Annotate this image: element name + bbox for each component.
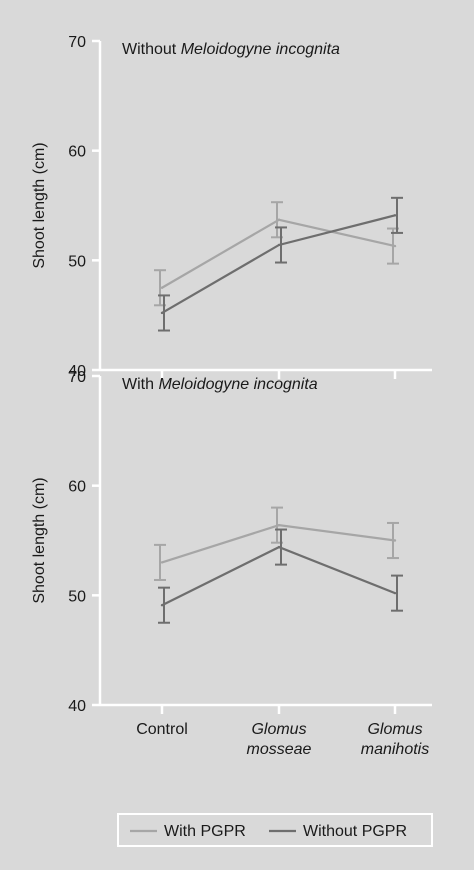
y-tick-label: 60 xyxy=(68,144,86,161)
data-point xyxy=(277,545,281,549)
x-tick-labels: Control Glomus mosseae Glomus manihotis xyxy=(136,721,429,758)
panel-label-prefix: With xyxy=(122,376,158,393)
x-tick-label: Glomus mosseae xyxy=(247,721,312,758)
series-line xyxy=(161,524,396,564)
series-line xyxy=(161,214,396,314)
data-point xyxy=(277,243,281,247)
x-tick-label-line: Glomus xyxy=(367,721,422,738)
panel-label: Without Meloidogyne incognita xyxy=(122,41,340,58)
x-tick-label-line: manihotis xyxy=(361,741,429,758)
x-tick-label-line: Glomus xyxy=(251,721,306,738)
y-tick-label: 50 xyxy=(68,253,86,270)
data-point xyxy=(277,523,281,527)
x-tick-label-line: Control xyxy=(136,721,188,738)
panel-with-nematode: 40 50 60 70 Shoot length (cm) With Meloidogyn… xyxy=(31,369,432,715)
series-without-pgpr xyxy=(158,196,403,332)
data-point xyxy=(393,539,397,542)
series-line xyxy=(161,218,396,289)
y-tick-label: 50 xyxy=(68,588,86,605)
legend-box xyxy=(117,813,433,847)
y-tick-label: 60 xyxy=(68,479,86,496)
data-point xyxy=(393,214,397,217)
legend-label-without-pgpr: Without PGPR xyxy=(303,823,407,840)
y-tick-label: 40 xyxy=(68,363,86,380)
data-point xyxy=(393,244,397,248)
data-point xyxy=(393,591,397,595)
series-line xyxy=(161,545,396,607)
panel-label-prefix: Without xyxy=(122,41,181,58)
series-with-pgpr xyxy=(154,201,399,307)
y-tick-label: 70 xyxy=(68,369,86,386)
data-point xyxy=(277,218,281,221)
y-axis-label: Shoot length (cm) xyxy=(31,477,48,603)
panel-without-nematode: 40 50 60 70 Shoot length (cm) Without Meloido… xyxy=(31,34,432,380)
panel-label: With Meloidogyne incognita xyxy=(122,376,318,393)
x-tick-label-line: mosseae xyxy=(247,741,312,758)
data-point xyxy=(160,561,164,564)
x-tick-label: Control xyxy=(136,721,188,738)
data-point xyxy=(160,311,164,315)
data-point xyxy=(160,604,164,607)
data-point xyxy=(160,286,164,289)
series-with-pgpr xyxy=(154,506,399,581)
x-tick-label: Glomus manihotis xyxy=(361,721,429,758)
y-axis-label: Shoot length (cm) xyxy=(31,142,48,268)
series-without-pgpr xyxy=(158,528,403,624)
legend: With PGPR Without PGPR xyxy=(117,813,433,847)
legend-label-with-pgpr: With PGPR xyxy=(164,823,246,840)
y-tick-label: 70 xyxy=(68,34,86,51)
panel-label-species: Meloidogyne incognita xyxy=(181,41,340,58)
panel-label-species: Meloidogyne incognita xyxy=(158,376,317,393)
y-tick-label: 40 xyxy=(68,698,86,715)
